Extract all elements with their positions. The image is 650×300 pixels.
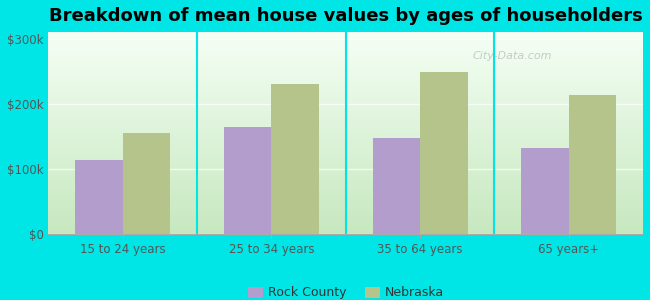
Bar [123, 133, 170, 234]
Bar [420, 72, 467, 234]
Bar [75, 160, 123, 234]
Bar [372, 138, 420, 234]
Legend: Rock County, Nebraska: Rock County, Nebraska [242, 281, 449, 300]
Bar [521, 148, 569, 234]
Text: City-Data.com: City-Data.com [473, 51, 552, 61]
Bar [224, 127, 272, 234]
Title: Breakdown of mean house values by ages of householders: Breakdown of mean house values by ages o… [49, 7, 643, 25]
Bar [569, 95, 616, 234]
Bar [272, 84, 319, 234]
